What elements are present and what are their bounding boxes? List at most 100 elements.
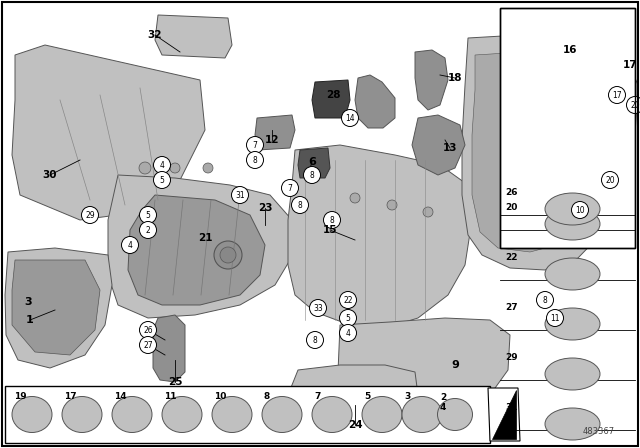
Text: 8: 8 [330, 215, 334, 224]
Text: 19: 19 [14, 392, 27, 401]
Text: 13: 13 [443, 143, 457, 153]
Text: 6: 6 [308, 157, 316, 167]
Ellipse shape [545, 193, 600, 225]
Polygon shape [462, 35, 638, 270]
Circle shape [282, 180, 298, 197]
Ellipse shape [545, 408, 600, 440]
Circle shape [140, 221, 157, 238]
Circle shape [214, 241, 242, 269]
Text: 20: 20 [505, 203, 517, 212]
Text: 8: 8 [312, 336, 317, 345]
Polygon shape [290, 365, 418, 420]
Text: 28: 28 [326, 90, 340, 100]
Text: 11: 11 [550, 314, 560, 323]
Ellipse shape [438, 399, 472, 431]
Text: 5: 5 [159, 176, 164, 185]
Text: 5: 5 [346, 314, 351, 323]
Text: 4: 4 [159, 160, 164, 169]
Text: 3: 3 [404, 392, 410, 401]
Text: 4: 4 [346, 328, 351, 337]
Text: 22: 22 [343, 296, 353, 305]
Circle shape [139, 162, 151, 174]
Text: 14: 14 [345, 113, 355, 122]
Circle shape [350, 193, 360, 203]
Text: 26: 26 [143, 326, 153, 335]
Text: 21: 21 [198, 233, 212, 243]
Circle shape [154, 172, 170, 189]
Circle shape [572, 202, 589, 219]
Text: 31: 31 [505, 403, 518, 412]
Text: 30: 30 [43, 170, 57, 180]
Ellipse shape [545, 358, 600, 390]
Ellipse shape [545, 308, 600, 340]
Text: 8: 8 [310, 171, 314, 180]
Circle shape [232, 186, 248, 203]
Polygon shape [412, 115, 465, 175]
Text: 26: 26 [505, 188, 518, 197]
Polygon shape [5, 248, 112, 368]
Circle shape [140, 207, 157, 224]
Text: 2: 2 [440, 392, 446, 401]
Circle shape [140, 322, 157, 339]
Circle shape [154, 156, 170, 173]
Ellipse shape [162, 396, 202, 432]
Circle shape [387, 200, 397, 210]
Text: 3: 3 [24, 297, 32, 307]
Ellipse shape [262, 396, 302, 432]
Polygon shape [288, 145, 472, 328]
Circle shape [246, 151, 264, 168]
Circle shape [536, 292, 554, 309]
Text: 2: 2 [146, 225, 150, 234]
Bar [5, 386, 490, 443]
Text: 483367: 483367 [583, 427, 615, 436]
Text: 16: 16 [563, 45, 577, 55]
Text: 27: 27 [505, 303, 518, 312]
Circle shape [423, 207, 433, 217]
Circle shape [342, 109, 358, 126]
Ellipse shape [545, 208, 600, 240]
Circle shape [220, 247, 236, 263]
Text: 20: 20 [630, 100, 640, 109]
Text: 8: 8 [298, 201, 302, 210]
Ellipse shape [62, 396, 102, 432]
Polygon shape [492, 390, 516, 439]
Text: 18: 18 [448, 73, 462, 83]
Text: 23: 23 [258, 203, 272, 213]
Text: 9: 9 [451, 360, 459, 370]
Text: 33: 33 [313, 303, 323, 313]
Text: 8: 8 [543, 296, 547, 305]
Polygon shape [255, 115, 295, 150]
Circle shape [303, 167, 321, 184]
Circle shape [203, 163, 213, 173]
Text: 8: 8 [264, 392, 270, 401]
Circle shape [609, 86, 625, 103]
Ellipse shape [362, 396, 402, 432]
Polygon shape [488, 388, 520, 441]
Text: 17: 17 [612, 90, 622, 99]
Text: 27: 27 [143, 340, 153, 349]
Text: 25: 25 [168, 377, 182, 387]
Text: 22: 22 [505, 253, 518, 262]
Circle shape [122, 237, 138, 254]
Text: 14: 14 [114, 392, 127, 401]
Text: 29: 29 [505, 353, 518, 362]
Circle shape [627, 96, 640, 113]
Polygon shape [153, 315, 185, 382]
Polygon shape [108, 175, 292, 318]
Circle shape [310, 300, 326, 316]
Circle shape [547, 310, 563, 327]
Polygon shape [415, 50, 448, 110]
Text: 8: 8 [253, 155, 257, 164]
Ellipse shape [545, 258, 600, 290]
Text: 31: 31 [235, 190, 245, 199]
Bar [500, 8, 635, 248]
Text: 7: 7 [253, 141, 257, 150]
Ellipse shape [402, 396, 442, 432]
Polygon shape [298, 148, 330, 178]
Polygon shape [338, 318, 510, 405]
Text: 20: 20 [605, 176, 615, 185]
Text: 29: 29 [85, 211, 95, 220]
Text: 1: 1 [26, 315, 34, 325]
Polygon shape [12, 260, 100, 355]
Text: 11: 11 [164, 392, 177, 401]
